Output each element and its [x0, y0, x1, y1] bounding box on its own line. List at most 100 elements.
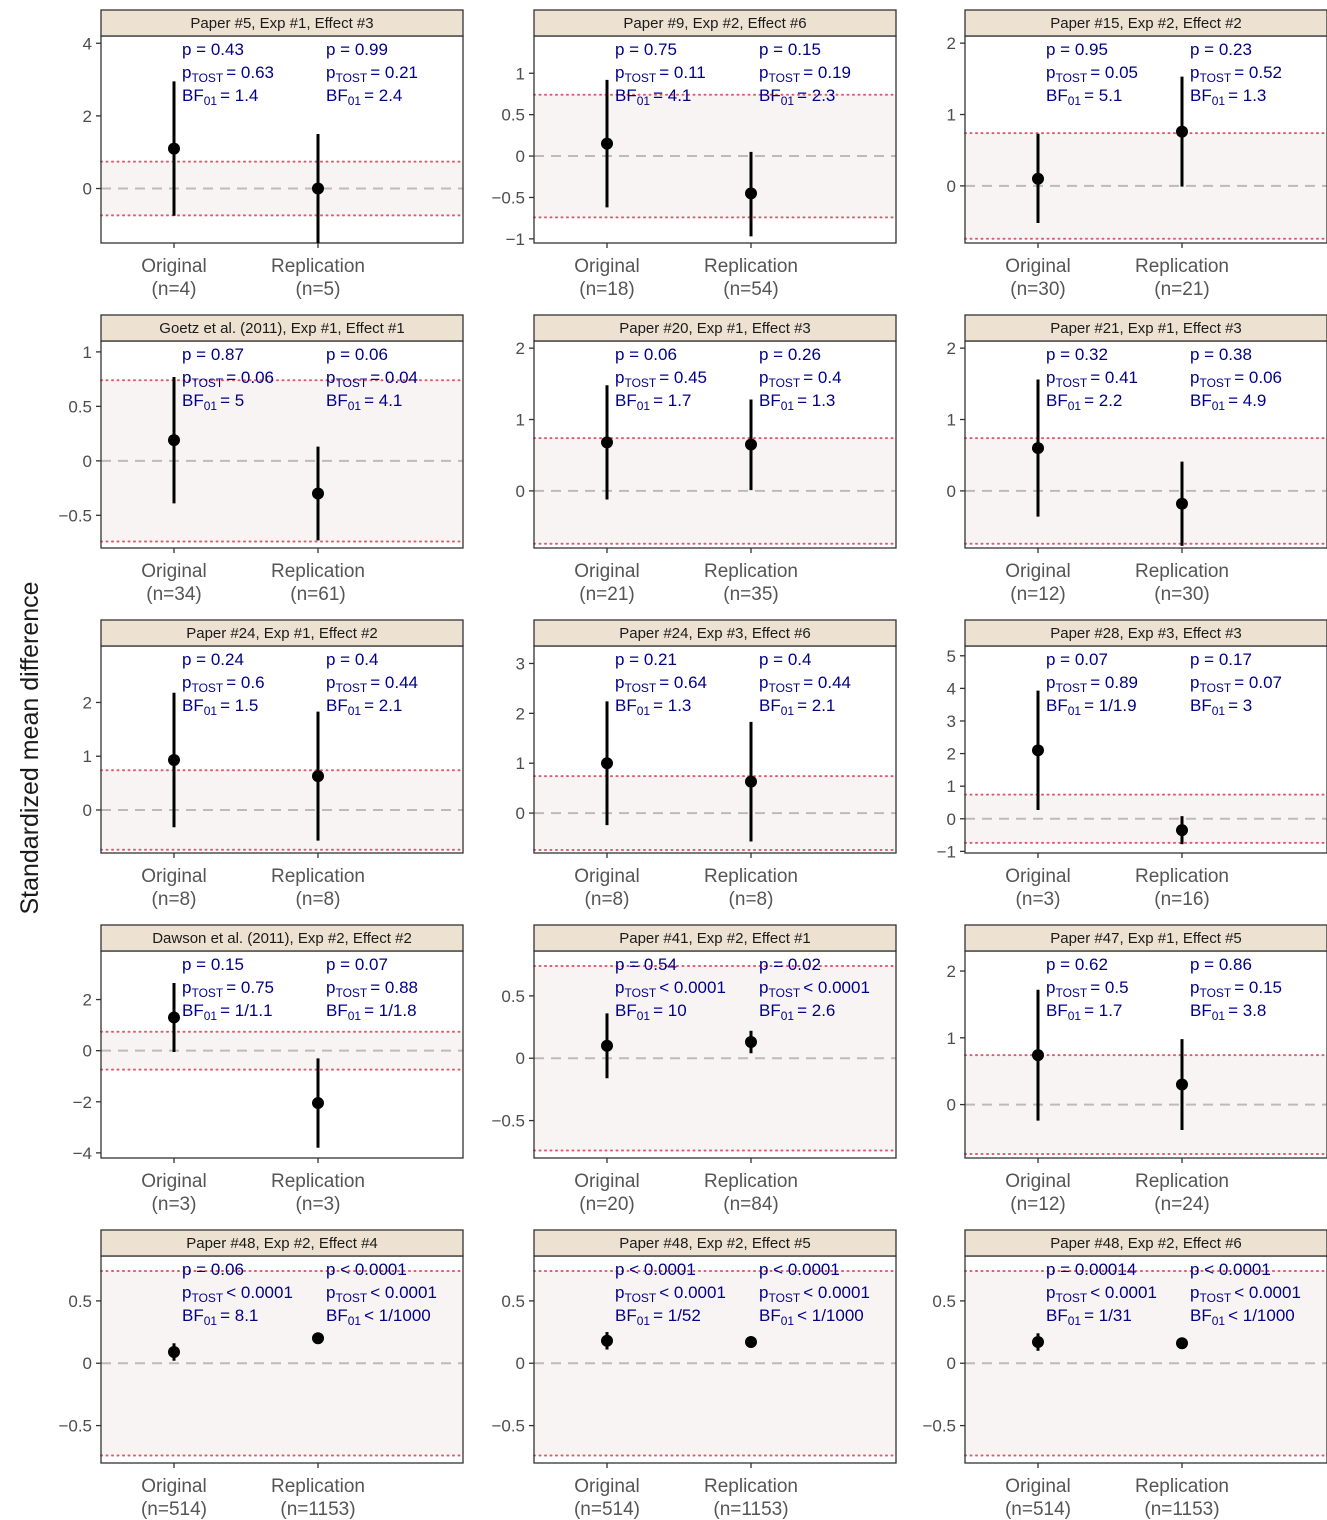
- bf-value: = 2.3: [797, 86, 835, 105]
- tost-p-value: pTOST = 0.44: [759, 673, 851, 695]
- bayes-factor: BF01 = 1.3: [1190, 86, 1266, 108]
- y-tick-label: 0: [83, 180, 92, 199]
- tost-value: = 0.44: [370, 673, 418, 692]
- y-tick-label: 0: [83, 1354, 92, 1373]
- panel-strip: [100, 1229, 464, 1257]
- tost-value: = 0.5: [1090, 978, 1128, 997]
- y-tick-label: 4: [947, 679, 956, 698]
- bf-value: = 1/1.9: [1084, 696, 1136, 715]
- tost-p-value: pTOST < 0.0001: [759, 978, 870, 1000]
- x-tick-label: Original: [1005, 1171, 1070, 1192]
- panel-title: Paper #9, Exp #2, Effect #6: [623, 15, 806, 32]
- bayes-factor: BF01 = 4.1: [615, 86, 691, 108]
- x-tick-label: Original: [1005, 866, 1070, 887]
- p-value: p = 0.15: [182, 955, 244, 974]
- point-estimate: [1032, 172, 1044, 185]
- y-tick-label: 0: [947, 177, 956, 196]
- tost-value: < 0.0001: [370, 1283, 437, 1302]
- point-estimate: [312, 182, 324, 195]
- bayes-factor: BF01 < 1/1000: [326, 1306, 431, 1328]
- y-tick-label: 0.5: [932, 1292, 956, 1311]
- bayes-factor: BF01 = 2.6: [759, 1001, 835, 1023]
- tost-value: = 0.89: [1090, 673, 1138, 692]
- tost-value: = 0.52: [1234, 63, 1282, 82]
- panel-strip: [533, 924, 897, 952]
- sample-size-label: (n=3): [296, 1194, 341, 1215]
- y-tick-label: 1: [83, 747, 92, 766]
- p-value: p = 0.43: [182, 40, 244, 59]
- bf-value: = 1.4: [220, 86, 258, 105]
- bf-value: = 3.8: [1228, 1001, 1266, 1020]
- bayes-factor: BF01 = 1/1.9: [1046, 696, 1137, 718]
- bf-value: = 2.6: [797, 1001, 835, 1020]
- y-tick-label: 0: [947, 810, 956, 829]
- x-tick-label: Replication: [704, 1171, 798, 1192]
- panel-title: Paper #48, Exp #2, Effect #6: [1050, 1235, 1242, 1252]
- tost-p-value: pTOST < 0.0001: [1046, 1283, 1157, 1305]
- y-tick-label: 0.5: [68, 397, 92, 416]
- p-value: p = 0.86: [1190, 955, 1252, 974]
- tost-p-value: pTOST = 0.88: [326, 978, 418, 1000]
- x-tick-label: Replication: [1135, 1171, 1229, 1192]
- chart-panel: Paper #15, Exp #2, Effect #2012Original(…: [947, 9, 1327, 300]
- y-tick-label: −2: [73, 1093, 92, 1112]
- point-estimate: [601, 1039, 613, 1052]
- bf-value: = 1/1.8: [364, 1001, 416, 1020]
- x-tick-label: Original: [574, 561, 639, 582]
- tost-value: = 0.19: [803, 63, 851, 82]
- chart-panel: Paper #28, Exp #3, Effect #3 −1 0 1 2 3 4 5 Orig…: [937, 619, 1327, 910]
- sample-size-label: (n=21): [579, 584, 634, 605]
- sample-size-label: (n=16): [1154, 889, 1209, 910]
- sample-size-label: (n=514): [141, 1499, 207, 1520]
- p-value: p = 0.06: [182, 1260, 244, 1279]
- x-tick-label: Replication: [271, 1476, 365, 1497]
- sample-size-label: (n=12): [1010, 1194, 1065, 1215]
- y-tick-label: 0: [516, 1354, 525, 1373]
- tost-value: < 0.0001: [659, 978, 726, 997]
- bf-value: = 5: [220, 391, 244, 410]
- panel-title: Paper #48, Exp #2, Effect #5: [619, 1235, 811, 1252]
- tost-value: < 0.0001: [803, 1283, 870, 1302]
- sample-size-label: (n=1153): [1144, 1499, 1219, 1520]
- chart-panel: Paper #24, Exp #3, Effect #6 0 1 2 3 Original…: [516, 619, 897, 910]
- sample-size-label: (n=30): [1154, 584, 1209, 605]
- panel-strip: [533, 9, 897, 37]
- y-tick-label: −0.5: [922, 1417, 956, 1436]
- point-estimate: [1032, 1336, 1044, 1349]
- tost-p-value: pTOST < 0.0001: [615, 1283, 726, 1305]
- sample-size-label: (n=34): [146, 584, 201, 605]
- panel-title: Dawson et al. (2011), Exp #2, Effect #2: [152, 930, 412, 947]
- sample-size-label: (n=12): [1010, 584, 1065, 605]
- tost-value: = 0.4: [803, 368, 841, 387]
- panel-title: Paper #20, Exp #1, Effect #3: [619, 320, 811, 337]
- x-tick-label: Replication: [271, 561, 365, 582]
- tost-value: = 0.11: [659, 63, 705, 82]
- y-tick-label: −0.5: [491, 1417, 525, 1436]
- tost-p-value: pTOST = 0.64: [615, 673, 707, 695]
- y-tick-label: 4: [83, 34, 92, 53]
- sample-size-label: (n=8): [729, 889, 774, 910]
- x-tick-label: Original: [1005, 256, 1070, 277]
- chart-panel: Paper #48, Exp #2, Effect #4 −0.5 0 0.5 Orig…: [58, 1229, 464, 1520]
- tost-p-value: pTOST < 0.0001: [759, 1283, 870, 1305]
- p-value: p = 0.02: [759, 955, 821, 974]
- tost-value: = 0.06: [226, 368, 274, 387]
- panel-title: Paper #28, Exp #3, Effect #3: [1050, 625, 1242, 642]
- y-tick-label: 2: [83, 107, 92, 126]
- bf-value: = 8.1: [220, 1306, 258, 1325]
- panel-title: Paper #41, Exp #2, Effect #1: [619, 930, 811, 947]
- y-tick-label: 0.5: [501, 106, 525, 125]
- panel-title: Paper #24, Exp #1, Effect #2: [186, 625, 378, 642]
- p-value: p < 0.0001: [326, 1260, 407, 1279]
- tost-p-value: pTOST = 0.07: [1190, 673, 1282, 695]
- bayes-factor: BF01 = 5.1: [1046, 86, 1122, 108]
- y-tick-label: 5: [947, 647, 956, 666]
- panel-strip: [533, 1229, 897, 1257]
